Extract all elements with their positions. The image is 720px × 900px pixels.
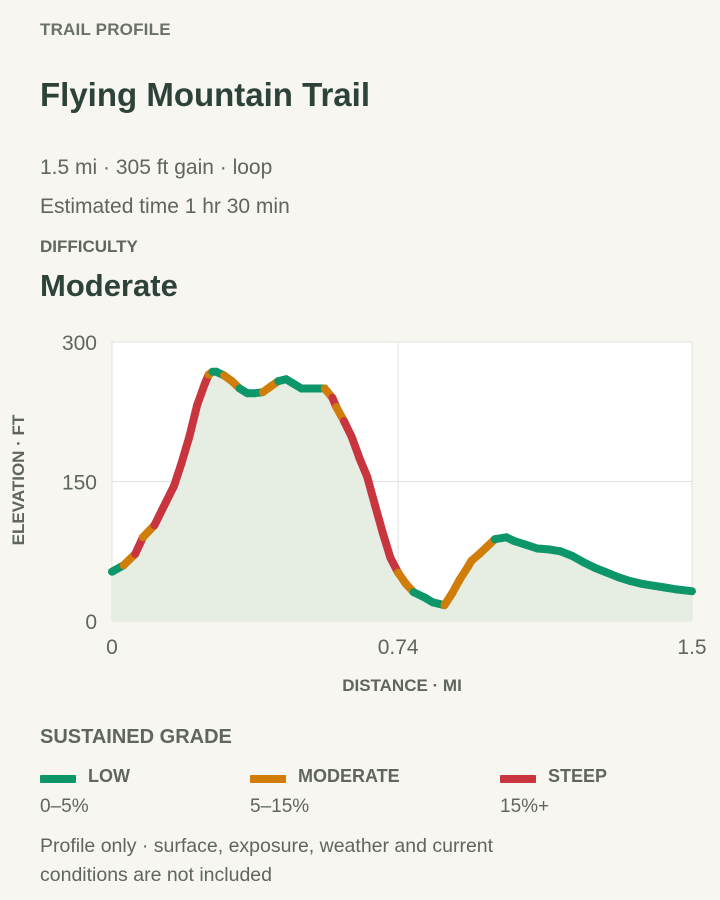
legend-range-low: 0–5% (40, 796, 89, 817)
legend-label-steep: STEEP (548, 766, 608, 786)
trail-title: Flying Mountain Trail (40, 76, 370, 113)
legend-label-moderate: MODERATE (298, 766, 400, 786)
legend-swatch-steep (500, 775, 536, 783)
profile-segment-35 (378, 528, 395, 562)
section-eyebrow: TRAIL PROFILE (40, 20, 171, 39)
profile-segment-7 (177, 432, 194, 467)
legend-label-low: LOW (88, 766, 130, 786)
y-tick-label-1: 150 (62, 472, 97, 495)
footnote: Profile only · surface, exposure, weathe… (40, 835, 494, 886)
profile-segment-33 (363, 472, 379, 509)
legend-range-steep: 15%+ (500, 796, 550, 817)
y-tick-label-2: 300 (62, 332, 97, 355)
difficulty-label: DIFFICULTY (40, 237, 138, 256)
x-axis-label: DISTANCE · MI (342, 676, 462, 695)
y-tick-label-0: 0 (85, 611, 97, 634)
elevation-chart: 0 150 300 0 0.74 1.5 ELEVATION · FT DISTANCE … (9, 332, 707, 695)
profile-segment-5 (158, 482, 178, 514)
legend-swatch-low (40, 775, 76, 783)
legend-range-moderate: 5–15% (250, 796, 310, 817)
legend-title: SUSTAINED GRADE (40, 726, 232, 748)
y-axis-label: ELEVATION · FT (9, 414, 28, 545)
elevation-area (112, 371, 692, 621)
profile-segment-65 (672, 585, 696, 596)
profile-segment-6 (169, 458, 186, 491)
profile-segment-34 (370, 500, 387, 537)
x-tick-label-2: 1.5 (677, 636, 706, 659)
difficulty-value: Moderate (40, 268, 178, 303)
x-tick-label-1: 0.74 (378, 636, 419, 659)
estimated-time: Estimated time 1 hr 30 min (40, 195, 290, 218)
trail-stats: 1.5 mi · 305 ft gain · loop (40, 156, 273, 179)
legend-swatch-moderate (250, 775, 286, 783)
x-tick-label-0: 0 (106, 636, 118, 659)
profile-segment-8 (185, 401, 202, 441)
